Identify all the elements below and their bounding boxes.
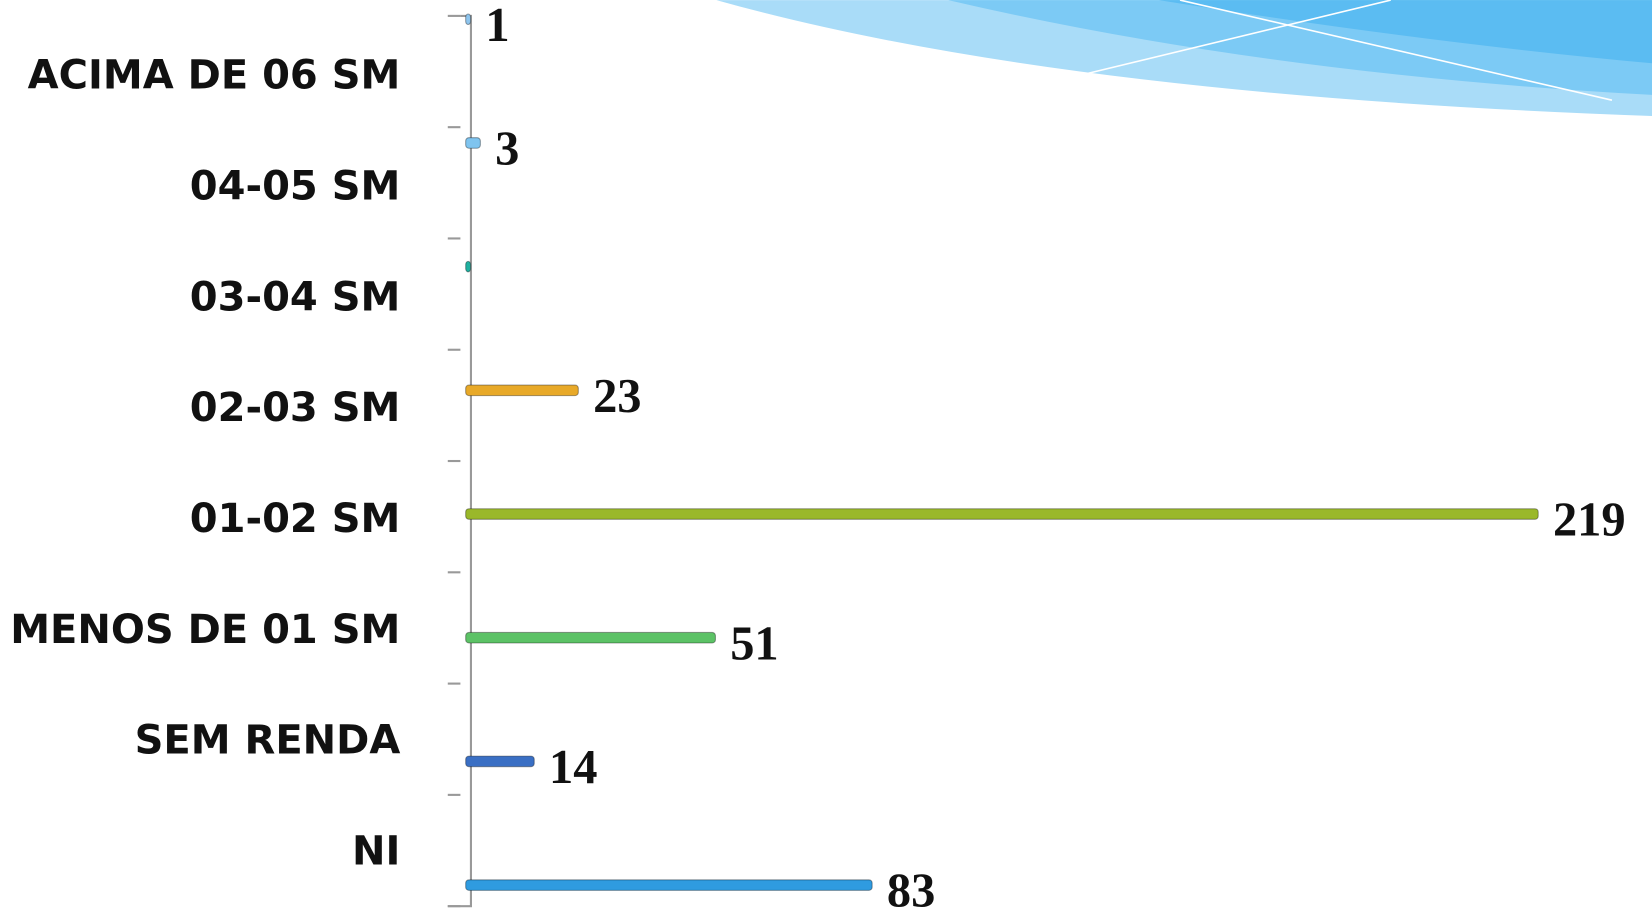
- axis-ticks: [447, 14, 461, 908]
- category-label: 03-04 SM: [190, 274, 401, 320]
- category-label: 02-03 SM: [190, 385, 401, 431]
- bar: [465, 260, 472, 273]
- value-label: 219: [1553, 494, 1626, 547]
- bar: [465, 755, 535, 768]
- value-label: 1: [485, 0, 509, 52]
- category-label: SEM RENDA: [135, 718, 401, 764]
- bar: [465, 137, 481, 149]
- decoration: [716, 0, 1652, 116]
- value-label: 23: [593, 370, 641, 423]
- bar: [465, 13, 472, 26]
- value-label: 14: [549, 741, 597, 794]
- plot: NI 83 SEM RENDA 14 MENOS DE 01 SM 51 01-02 SM 2…: [10, 0, 1625, 918]
- value-label: 3: [495, 123, 519, 176]
- category-label: 01-02 SM: [190, 496, 401, 542]
- bar: [465, 879, 873, 891]
- category-label: NI: [352, 828, 400, 874]
- value-label: 51: [730, 617, 778, 670]
- bar: [465, 508, 1539, 520]
- value-label: 83: [887, 865, 935, 918]
- category-label: 04-05 SM: [190, 163, 401, 209]
- bar: [465, 384, 579, 397]
- category-label: ACIMA DE 06 SM: [28, 53, 401, 99]
- bar: [465, 631, 716, 644]
- category-label: MENOS DE 01 SM: [10, 607, 400, 653]
